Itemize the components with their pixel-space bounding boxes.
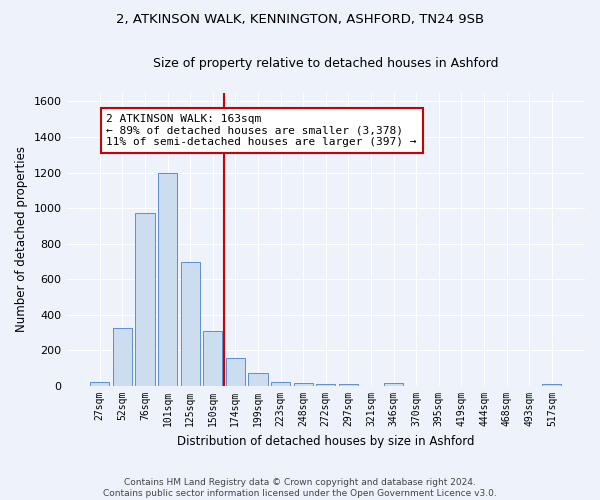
Bar (293, 384, 313, 386)
Y-axis label: Number of detached properties: Number of detached properties (15, 146, 28, 332)
Bar (542, 384, 562, 386)
Bar (271, 382, 290, 386)
Bar (158, 172, 177, 386)
Text: 2, ATKINSON WALK, KENNINGTON, ASHFORD, TN24 9SB: 2, ATKINSON WALK, KENNINGTON, ASHFORD, T… (116, 12, 484, 26)
Bar (384, 384, 403, 386)
Text: 2 ATKINSON WALK: 163sqm
← 89% of detached houses are smaller (3,378)
11% of semi: 2 ATKINSON WALK: 163sqm ← 89% of detache… (106, 114, 417, 147)
X-axis label: Distribution of detached houses by size in Ashford: Distribution of detached houses by size … (177, 434, 475, 448)
Bar (248, 372, 268, 386)
Title: Size of property relative to detached houses in Ashford: Size of property relative to detached ho… (153, 58, 499, 70)
Bar (136, 214, 155, 386)
Bar (203, 331, 223, 386)
Text: Contains HM Land Registry data © Crown copyright and database right 2024.
Contai: Contains HM Land Registry data © Crown c… (103, 478, 497, 498)
Bar (316, 384, 335, 386)
Bar (181, 262, 200, 386)
Bar (226, 358, 245, 386)
Bar (90, 382, 109, 386)
Bar (339, 384, 358, 386)
Bar (113, 328, 132, 386)
